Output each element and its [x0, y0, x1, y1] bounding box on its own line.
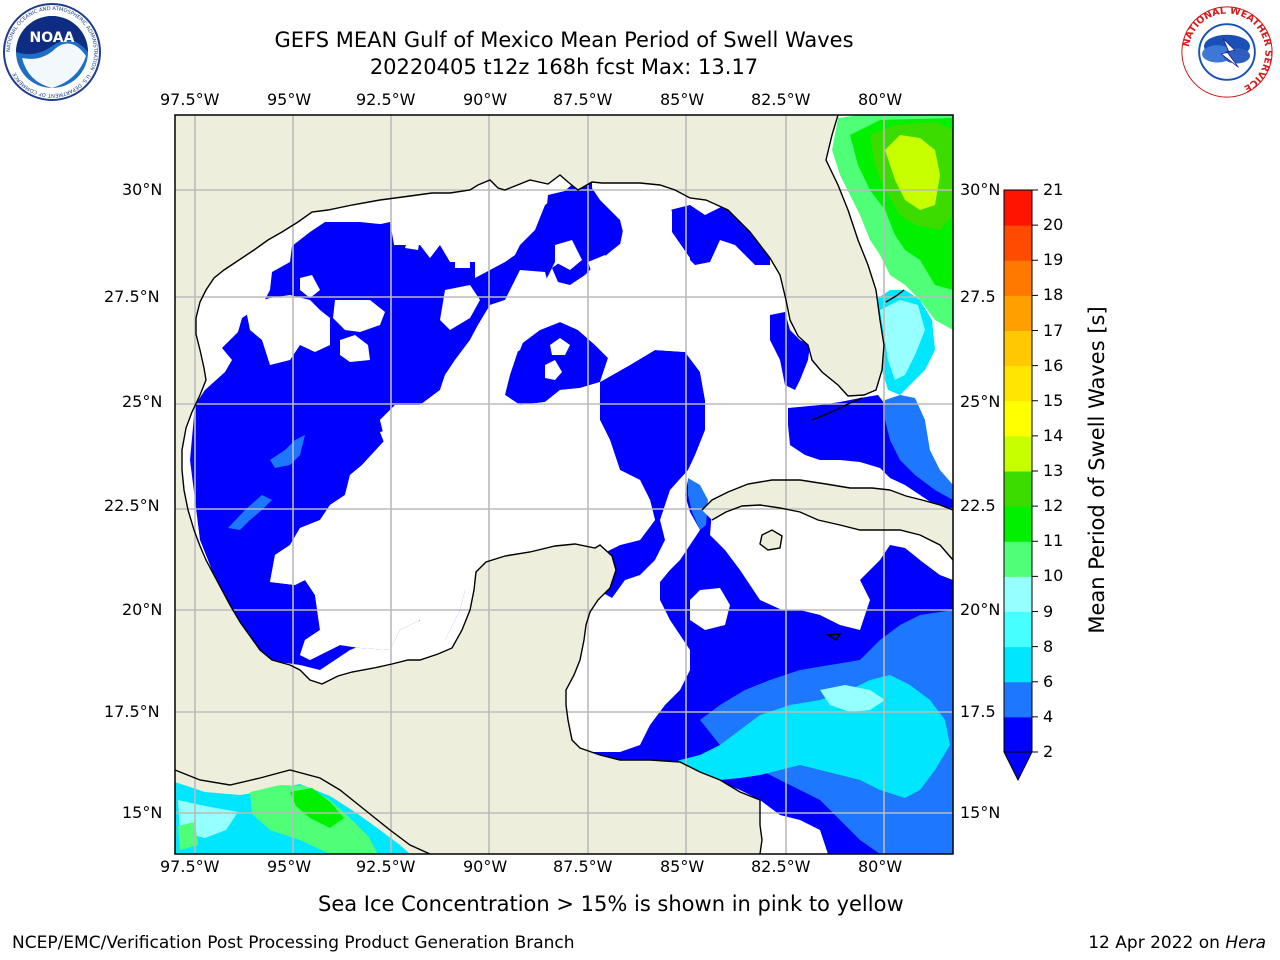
swell-area-2-4s-west-east — [290, 222, 410, 302]
colorbar-segment — [1004, 471, 1032, 507]
swell-area-2-4s-east-central — [598, 350, 705, 598]
colorbar-segment — [1004, 295, 1032, 331]
footer-date: 12 Apr 2022 on Hera — [1088, 933, 1266, 953]
lat-label: 20°N — [122, 600, 163, 619]
colorbar-tick-label: 11 — [1043, 531, 1064, 551]
colorbar-segment — [1004, 506, 1032, 542]
swell-area-4-6s-west — [228, 495, 272, 530]
no-swell-areas — [245, 185, 953, 660]
colorbar-tick-label: 6 — [1043, 671, 1054, 691]
lat-label: 20°N — [960, 600, 1001, 619]
noaa-logo-text: NOAA — [30, 30, 75, 46]
land-us-gulf-coast — [175, 115, 884, 854]
colorbar-segment — [1004, 225, 1032, 261]
swell-area-4-6s-yucatan-channel — [688, 478, 708, 530]
footer-host: Hera — [1225, 933, 1266, 953]
colorbar-segment — [1004, 611, 1032, 648]
land-isle-of-youth — [760, 530, 782, 550]
footer-credit: NCEP/EMC/Verification Post Processing Pr… — [12, 933, 575, 953]
map-gridlines — [175, 115, 953, 854]
lon-label: 85°W — [660, 857, 705, 876]
colorbar-tick-label: 12 — [1043, 496, 1064, 516]
colorbar-segment — [1004, 435, 1032, 472]
colorbar-segment — [1004, 365, 1032, 402]
lat-label: 30°N — [122, 180, 163, 199]
lat-label: 30°N — [960, 180, 1001, 199]
lon-label: 82.5°W — [751, 90, 811, 109]
swell-area-4-6s-atlantic — [885, 395, 953, 500]
swell-period-field — [175, 115, 953, 854]
colorbar-segment — [1004, 681, 1032, 718]
lon-label: 80°W — [858, 857, 903, 876]
colorbar-tick-label: 17 — [1043, 320, 1064, 340]
colorbar-tick-label: 10 — [1043, 566, 1064, 586]
colorbar-tick-label: 8 — [1043, 636, 1054, 656]
lat-label: 27.5°N — [104, 287, 160, 306]
colorbar — [1003, 189, 1038, 782]
colorbar-segment — [1004, 716, 1032, 753]
lat-label: 22.5 — [960, 496, 996, 515]
lat-label: 15°N — [122, 803, 163, 822]
colorbar-segment — [1004, 541, 1032, 577]
colorbar-segment — [1004, 330, 1032, 367]
nws-logo: NATIONAL WEATHER SERVICE — [1181, 5, 1273, 98]
lon-label: 95°W — [267, 857, 312, 876]
map-plot-area — [175, 115, 953, 854]
swell-area-8-9s-florida — [880, 300, 925, 380]
lat-label: 27.5 — [960, 287, 996, 306]
lon-label: 92.5°W — [356, 857, 416, 876]
colorbar-tick-label: 9 — [1043, 601, 1054, 621]
lat-label: 22.5°N — [104, 496, 160, 515]
colorbar-segment — [1004, 260, 1032, 296]
colorbar-tick-label: 15 — [1043, 390, 1064, 410]
lat-label: 25°N — [122, 392, 163, 411]
colorbar-tick-label: 21 — [1043, 180, 1064, 199]
lon-label: 85°W — [660, 90, 705, 109]
lat-label: 15°N — [960, 803, 1001, 822]
map-subtitle: 20220405 t12z 168h fcst Max: 13.17 — [369, 55, 759, 79]
colorbar-extend-triangle — [1003, 751, 1033, 782]
swell-area-8-9s-caribbean — [820, 685, 885, 712]
colorbar-segment — [1004, 190, 1032, 226]
noaa-logo: NATIONAL OCEANIC AND ATMOSPHERIC ADMINIS… — [3, 3, 101, 101]
colorbar-segment — [1004, 576, 1032, 612]
lon-label: 90°W — [463, 857, 508, 876]
colorbar-label: Mean Period of Swell Waves [s] — [1085, 306, 1109, 634]
map-frame — [174, 114, 954, 855]
colorbar-tick-label: 14 — [1043, 425, 1064, 445]
sea-ice-caption: Sea Ice Concentration > 15% is shown in … — [318, 892, 904, 916]
lat-label: 25°N — [960, 392, 1001, 411]
lon-label: 87.5°W — [553, 90, 613, 109]
lon-label: 97.5°W — [160, 90, 220, 109]
swell-area-2-4s-florida-straits — [788, 395, 953, 510]
colorbar-tick-label: 20 — [1043, 215, 1064, 235]
lat-label: 17.5°N — [104, 702, 160, 721]
colorbar-tick-label: 18 — [1043, 285, 1064, 305]
swell-area-4-6s-west-2 — [270, 435, 305, 468]
lon-label: 80°W — [858, 90, 903, 109]
lon-label: 92.5°W — [356, 90, 416, 109]
swell-area-2-4s-southwest-florida — [770, 312, 810, 390]
land-cuba — [702, 480, 953, 854]
lon-label: 87.5°W — [553, 857, 613, 876]
lat-label: 17.5 — [960, 702, 996, 721]
colorbar-tick-label: 4 — [1043, 706, 1054, 726]
colorbar-segment — [1004, 400, 1032, 437]
swell-area-6-8s-caribbean — [660, 675, 950, 798]
colorbar-tick-label: 2 — [1043, 742, 1054, 761]
lon-label: 90°W — [463, 90, 508, 109]
colorbar-tick-label: 13 — [1043, 461, 1064, 480]
footer-date-text: 12 Apr 2022 on — [1088, 933, 1226, 953]
colorbar-tick-label: 16 — [1043, 355, 1064, 375]
map-title: GEFS MEAN Gulf of Mexico Mean Period of … — [274, 28, 854, 52]
swell-area-12-13s-atlantic — [885, 135, 940, 210]
colorbar-segment — [1004, 646, 1032, 683]
lon-label: 97.5°W — [160, 857, 220, 876]
coastline — [175, 115, 953, 854]
lon-label: 95°W — [267, 90, 312, 109]
colorbar-tick-label: 19 — [1043, 250, 1064, 270]
lon-label: 82.5°W — [751, 857, 811, 876]
